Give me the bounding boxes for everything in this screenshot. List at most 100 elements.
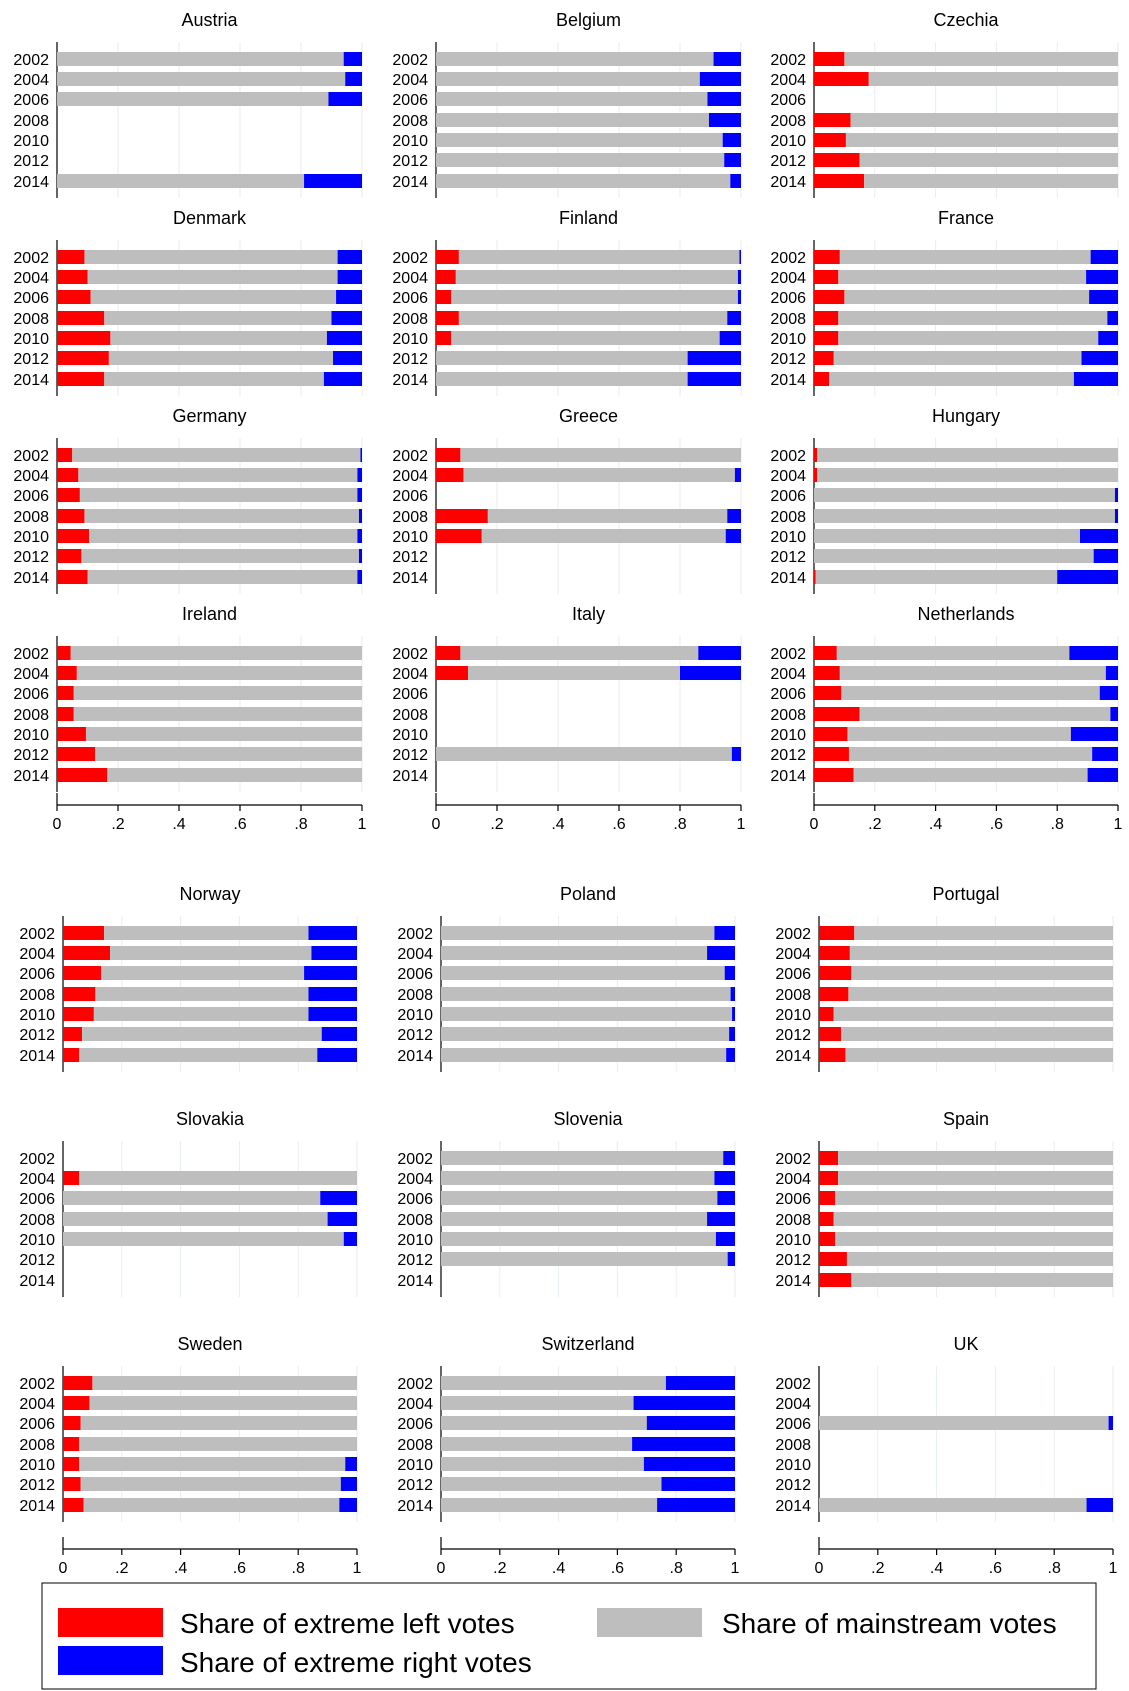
panel-slovenia: Slovenia 2002 2004 2006 2008 2010 2012 2014 bbox=[397, 1109, 736, 1297]
bar-mainstream-spain-2004 bbox=[838, 1171, 1113, 1185]
legend-swatch-mainstream bbox=[597, 1608, 702, 1637]
bar-right-germany-2010 bbox=[357, 529, 362, 543]
x-tick-label: 1 bbox=[1114, 816, 1123, 833]
year-label: 2004 bbox=[13, 468, 49, 485]
panel-poland: Poland 2002 2004 2006 2008 2010 2012 2014 bbox=[397, 884, 736, 1072]
bar-left-finland-2010 bbox=[436, 331, 452, 345]
bar-right-denmark-2006 bbox=[336, 290, 362, 304]
year-label: 2012 bbox=[770, 549, 806, 566]
bar-right-france-2014 bbox=[1073, 372, 1118, 386]
year-label: 2008 bbox=[19, 1212, 55, 1229]
bar-right-germany-2012 bbox=[358, 549, 362, 563]
bar-right-netherlands-2008 bbox=[1110, 707, 1118, 721]
bar-right-switzerland-2010 bbox=[643, 1457, 735, 1471]
year-label: 2006 bbox=[770, 92, 806, 109]
bar-left-sweden-2006 bbox=[63, 1416, 81, 1430]
bar-left-france-2002 bbox=[814, 250, 840, 264]
year-label: 2008 bbox=[397, 987, 433, 1004]
bar-mainstream-france-2006 bbox=[844, 290, 1090, 304]
year-label: 2002 bbox=[397, 926, 433, 943]
year-label: 2010 bbox=[770, 133, 806, 150]
bar-left-czechia-2012 bbox=[814, 153, 860, 167]
year-label: 2002 bbox=[392, 52, 428, 69]
bar-mainstream-norway-2004 bbox=[110, 946, 312, 960]
bar-right-france-2006 bbox=[1089, 290, 1118, 304]
bar-right-poland-2004 bbox=[707, 946, 735, 960]
year-label: 2012 bbox=[13, 351, 49, 368]
bar-mainstream-belgium-2006 bbox=[436, 92, 708, 106]
bar-right-slovenia-2004 bbox=[714, 1171, 735, 1185]
bar-left-france-2004 bbox=[814, 270, 839, 284]
bar-right-germany-2008 bbox=[358, 509, 362, 523]
bar-left-sweden-2008 bbox=[63, 1437, 80, 1451]
bar-right-uk-2014 bbox=[1086, 1498, 1113, 1512]
bar-right-uk-2006 bbox=[1108, 1416, 1113, 1430]
bar-mainstream-slovenia-2004 bbox=[441, 1171, 715, 1185]
year-label: 2002 bbox=[392, 646, 428, 663]
bar-right-norway-2010 bbox=[308, 1007, 357, 1021]
year-label: 2002 bbox=[397, 1376, 433, 1393]
x-tick-label: .8 bbox=[673, 816, 686, 833]
bar-mainstream-switzerland-2006 bbox=[441, 1416, 647, 1430]
x-tick-label: .4 bbox=[174, 1560, 187, 1577]
year-label: 2010 bbox=[19, 1457, 55, 1474]
panel-hungary: Hungary 2002 2004 2006 2008 2010 2012 2014 bbox=[770, 406, 1119, 594]
year-label: 2014 bbox=[19, 1048, 55, 1065]
year-label: 2010 bbox=[397, 1457, 433, 1474]
bar-mainstream-portugal-2004 bbox=[849, 946, 1113, 960]
bar-right-norway-2002 bbox=[308, 926, 357, 940]
bar-mainstream-poland-2012 bbox=[441, 1027, 730, 1041]
bar-mainstream-netherlands-2002 bbox=[836, 646, 1070, 660]
bar-right-netherlands-2014 bbox=[1087, 768, 1118, 782]
bar-left-netherlands-2010 bbox=[814, 727, 848, 741]
bar-left-denmark-2006 bbox=[57, 290, 91, 304]
bar-left-portugal-2004 bbox=[819, 946, 850, 960]
bar-left-sweden-2002 bbox=[63, 1376, 93, 1390]
bar-right-belgium-2012 bbox=[724, 153, 741, 167]
panel-title: UK bbox=[953, 1334, 978, 1354]
bar-mainstream-hungary-2006 bbox=[814, 488, 1115, 502]
bar-left-sweden-2004 bbox=[63, 1396, 90, 1410]
panel-germany: Germany 2002 2004 2006 2008 2010 2012 2014 bbox=[13, 406, 363, 594]
year-label: 2002 bbox=[770, 250, 806, 267]
bar-left-finland-2004 bbox=[436, 270, 456, 284]
bar-right-norway-2012 bbox=[321, 1027, 357, 1041]
bar-right-slovenia-2012 bbox=[727, 1252, 735, 1266]
bar-left-ireland-2010 bbox=[57, 727, 86, 741]
bar-mainstream-switzerland-2012 bbox=[441, 1477, 662, 1491]
x-tick-label: .2 bbox=[490, 816, 503, 833]
bar-mainstream-poland-2004 bbox=[441, 946, 708, 960]
bar-right-sweden-2010 bbox=[345, 1457, 357, 1471]
bar-mainstream-czechia-2014 bbox=[864, 174, 1118, 188]
year-label: 2012 bbox=[13, 153, 49, 170]
bar-mainstream-spain-2012 bbox=[846, 1252, 1113, 1266]
panel-title: Hungary bbox=[932, 406, 1000, 426]
bar-left-ireland-2006 bbox=[57, 686, 74, 700]
year-label: 2010 bbox=[770, 529, 806, 546]
legend: Share of extreme left votes Share of mai… bbox=[41, 1582, 1097, 1690]
bar-right-germany-2004 bbox=[357, 468, 362, 482]
bar-mainstream-spain-2006 bbox=[835, 1191, 1113, 1205]
year-label: 2008 bbox=[770, 311, 806, 328]
bar-left-netherlands-2002 bbox=[814, 646, 837, 660]
bar-mainstream-france-2004 bbox=[838, 270, 1087, 284]
panel-title: Belgium bbox=[556, 10, 621, 30]
legend-label-mainstream: Share of mainstream votes bbox=[722, 1608, 1057, 1639]
x-tick-label: 0 bbox=[810, 816, 819, 833]
x-tick-label: 0 bbox=[53, 816, 62, 833]
bar-left-hungary-2014 bbox=[814, 570, 816, 584]
x-tick-label: 1 bbox=[737, 816, 746, 833]
bar-mainstream-switzerland-2004 bbox=[441, 1396, 634, 1410]
bar-right-poland-2008 bbox=[730, 987, 735, 1001]
bar-left-norway-2006 bbox=[63, 966, 102, 980]
panel-title: Norway bbox=[179, 884, 240, 904]
bar-right-denmark-2010 bbox=[326, 331, 362, 345]
x-tick-label: .4 bbox=[172, 816, 185, 833]
bar-right-switzerland-2006 bbox=[646, 1416, 735, 1430]
year-label: 2008 bbox=[13, 113, 49, 130]
bar-left-spain-2012 bbox=[819, 1252, 847, 1266]
year-label: 2004 bbox=[397, 1171, 433, 1188]
bar-left-france-2008 bbox=[814, 311, 839, 325]
bar-mainstream-hungary-2012 bbox=[814, 549, 1094, 563]
